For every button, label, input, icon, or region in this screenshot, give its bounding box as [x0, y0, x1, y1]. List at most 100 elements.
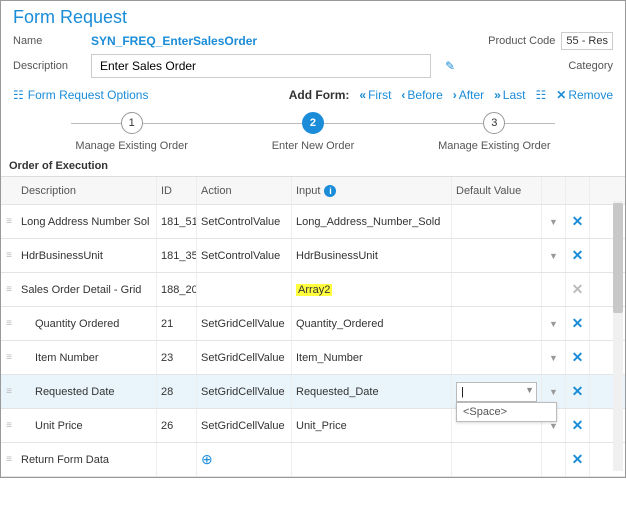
- name-label: Name: [13, 35, 83, 47]
- cell-default-value[interactable]: [452, 341, 542, 374]
- list-small-icon: ☷: [535, 88, 546, 102]
- row-delete-icon[interactable]: ✕: [566, 239, 590, 272]
- list-button[interactable]: ☷: [535, 88, 546, 102]
- cell-default-value[interactable]: [452, 273, 542, 306]
- last-button[interactable]: »Last: [494, 88, 525, 102]
- cell-default-value[interactable]: [452, 239, 542, 272]
- step-2[interactable]: 2 Enter New Order: [222, 112, 403, 152]
- remove-icon: ✕: [556, 88, 566, 102]
- row-delete-icon[interactable]: ✕: [566, 273, 590, 306]
- description-input[interactable]: [91, 54, 431, 78]
- last-label: Last: [503, 88, 526, 102]
- grid-header: Description ID Action Inputi Default Val…: [1, 177, 625, 205]
- cell-default-value[interactable]: [452, 307, 542, 340]
- add-icon[interactable]: ⊕: [201, 451, 213, 468]
- table-row[interactable]: ≡Return Form Data⊕✕: [1, 443, 625, 477]
- cell-default-value[interactable]: [452, 205, 542, 238]
- cell-description: HdrBusinessUnit: [17, 239, 157, 272]
- col-input[interactable]: Inputi: [292, 177, 452, 204]
- table-row[interactable]: ≡Sales Order Detail - Grid188_20 Array2 ✕: [1, 273, 625, 307]
- step-1[interactable]: 1 Manage Existing Order: [41, 112, 222, 152]
- drag-handle-icon[interactable]: ≡: [1, 307, 17, 340]
- cell-default-value[interactable]: [452, 443, 542, 476]
- cell-id: 21: [157, 307, 197, 340]
- cell-action: SetGridCellValue: [197, 341, 292, 374]
- drag-handle-icon[interactable]: ≡: [1, 443, 17, 476]
- cell-input: Item_Number: [292, 341, 452, 374]
- cell-description: Unit Price: [17, 409, 157, 442]
- drag-handle-icon[interactable]: ≡: [1, 273, 17, 306]
- step-3-label: Manage Existing Order: [438, 140, 551, 152]
- cell-input: Unit_Price: [292, 409, 452, 442]
- cell-input: Long_Address_Number_Sold: [292, 205, 452, 238]
- product-code-label: Product Code: [488, 35, 555, 47]
- before-icon: ‹: [401, 88, 405, 102]
- cell-input: HdrBusinessUnit: [292, 239, 452, 272]
- suggest-popup[interactable]: <Space>: [456, 402, 557, 422]
- cell-action: SetGridCellValue: [197, 409, 292, 442]
- before-button[interactable]: ‹Before: [401, 88, 442, 102]
- row-delete-icon[interactable]: ✕: [566, 307, 590, 340]
- row-delete-icon[interactable]: ✕: [566, 205, 590, 238]
- step-2-label: Enter New Order: [272, 140, 355, 152]
- cell-action: [197, 273, 292, 306]
- before-label: Before: [407, 88, 442, 102]
- row-dropdown-icon[interactable]: ▼: [542, 239, 566, 272]
- row-dropdown-icon[interactable]: ▼: [542, 307, 566, 340]
- drag-handle-icon[interactable]: ≡: [1, 239, 17, 272]
- cell-id: [157, 443, 197, 476]
- col-default-value[interactable]: Default Value: [452, 177, 542, 204]
- drag-handle-icon[interactable]: ≡: [1, 409, 17, 442]
- first-label: First: [368, 88, 391, 102]
- scrollbar-thumb[interactable]: [613, 203, 623, 313]
- cell-description: Item Number: [17, 341, 157, 374]
- row-dropdown-icon: [542, 443, 566, 476]
- cell-description: Quantity Ordered: [17, 307, 157, 340]
- step-1-label: Manage Existing Order: [75, 140, 188, 152]
- cell-default-value[interactable]: ▼<Space>: [452, 375, 542, 408]
- cell-description: Requested Date: [17, 375, 157, 408]
- description-label: Description: [13, 60, 83, 72]
- cell-input: Requested_Date: [292, 375, 452, 408]
- edit-icon[interactable]: ✎: [445, 59, 455, 73]
- table-row[interactable]: ≡Long Address Number Sol181_51SetControl…: [1, 205, 625, 239]
- drag-handle-icon[interactable]: ≡: [1, 205, 17, 238]
- cell-action: SetControlValue: [197, 205, 292, 238]
- row-dropdown-icon[interactable]: ▼: [542, 341, 566, 374]
- row-delete-icon[interactable]: ✕: [566, 375, 590, 408]
- name-value[interactable]: SYN_FREQ_EnterSalesOrder: [91, 34, 257, 48]
- step-3[interactable]: 3 Manage Existing Order: [404, 112, 585, 152]
- cell-action: SetControlValue: [197, 239, 292, 272]
- form-request-options[interactable]: ☷ Form Request Options: [13, 88, 148, 102]
- row-delete-icon[interactable]: ✕: [566, 341, 590, 374]
- product-code-value[interactable]: 55 - Res: [561, 32, 613, 50]
- table-row[interactable]: ≡Item Number23SetGridCellValueItem_Numbe…: [1, 341, 625, 375]
- step-2-circle: 2: [302, 112, 324, 134]
- execution-grid: Description ID Action Inputi Default Val…: [1, 176, 625, 477]
- cell-id: 188_20: [157, 273, 197, 306]
- form-request-options-label: Form Request Options: [28, 88, 149, 102]
- drag-handle-icon[interactable]: ≡: [1, 375, 17, 408]
- table-row[interactable]: ≡HdrBusinessUnit181_35SetControlValueHdr…: [1, 239, 625, 273]
- cell-input: Array2: [292, 273, 452, 306]
- col-id[interactable]: ID: [157, 177, 197, 204]
- after-icon: ›: [453, 88, 457, 102]
- row-delete-icon[interactable]: ✕: [566, 443, 590, 476]
- remove-button[interactable]: ✕Remove: [556, 88, 613, 102]
- row-dropdown-icon[interactable]: ▼: [542, 205, 566, 238]
- table-row[interactable]: ≡Requested Date28SetGridCellValueRequest…: [1, 375, 625, 409]
- first-button[interactable]: «First: [359, 88, 391, 102]
- cell-id: 28: [157, 375, 197, 408]
- table-row[interactable]: ≡Quantity Ordered21SetGridCellValueQuant…: [1, 307, 625, 341]
- dropdown-icon[interactable]: ▼: [525, 385, 534, 395]
- cell-id: 181_35: [157, 239, 197, 272]
- after-button[interactable]: ›After: [453, 88, 484, 102]
- cell-action: SetGridCellValue: [197, 375, 292, 408]
- col-description[interactable]: Description: [17, 177, 157, 204]
- cell-description: Sales Order Detail - Grid: [17, 273, 157, 306]
- col-action[interactable]: Action: [197, 177, 292, 204]
- drag-handle-icon[interactable]: ≡: [1, 341, 17, 374]
- step-3-circle: 3: [483, 112, 505, 134]
- info-icon[interactable]: i: [324, 185, 336, 197]
- row-delete-icon[interactable]: ✕: [566, 409, 590, 442]
